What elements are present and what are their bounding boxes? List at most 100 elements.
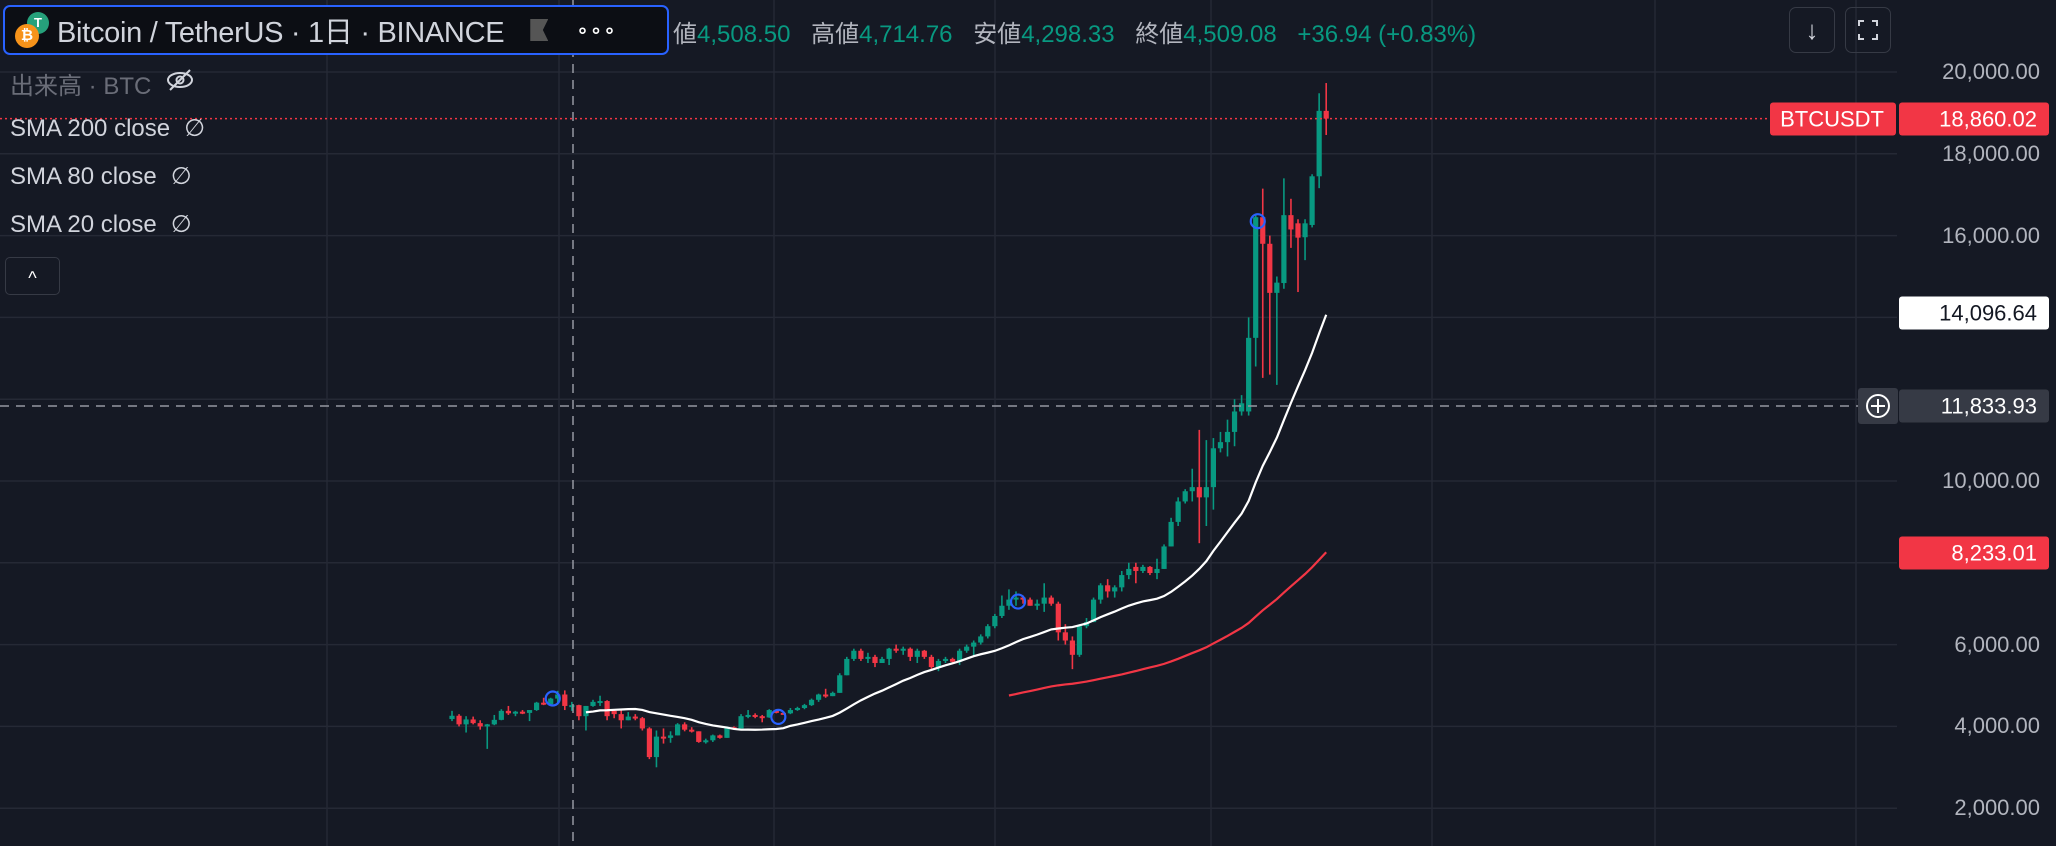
candle-body <box>766 710 772 718</box>
collapse-legend-button[interactable]: ^ <box>5 257 60 295</box>
candle-body <box>562 694 568 706</box>
candle-down <box>639 716 645 731</box>
candle-up <box>914 648 920 664</box>
candle-body <box>1105 585 1111 592</box>
legend-volume[interactable]: 出来高 · BTC <box>10 66 195 101</box>
candle-up <box>964 644 970 653</box>
candle-body <box>1231 411 1238 432</box>
candle-body <box>1267 243 1273 293</box>
candle-body <box>1147 566 1153 574</box>
price-axis-tick: 4,000.00 <box>1954 713 2040 739</box>
candle-down <box>632 714 638 721</box>
candle-body <box>667 735 674 738</box>
candle-body <box>583 705 589 717</box>
candle-body <box>971 642 977 647</box>
candle-up <box>1224 419 1231 457</box>
candle-body <box>1126 568 1132 576</box>
candle-down <box>646 727 652 760</box>
candle-up <box>1253 215 1259 367</box>
candle-down <box>682 722 688 732</box>
candle-up <box>766 709 772 718</box>
candle-down <box>519 710 526 715</box>
candle-up <box>942 656 949 664</box>
candle-up <box>583 705 589 731</box>
scroll-down-button[interactable]: ↓ <box>1789 7 1835 53</box>
candle-body <box>1048 597 1054 604</box>
candle-body <box>463 719 469 725</box>
ellipsis-icon[interactable]: ∘∘∘ <box>576 19 617 42</box>
sma20-price-label: 14,096.64 <box>1899 296 2049 330</box>
sma80-line <box>1008 551 1328 697</box>
change-value: +36.94 (+0.83%) <box>1297 21 1477 48</box>
candle-body <box>639 718 645 729</box>
candle-body <box>1055 603 1061 633</box>
candle-body <box>1253 217 1259 338</box>
candle-down <box>949 657 956 664</box>
legend-sma200[interactable]: SMA 200 close ∅ <box>10 114 205 143</box>
candle-body <box>660 736 667 739</box>
candle-body <box>1224 431 1231 443</box>
open-value: 4,508.50 <box>697 21 791 48</box>
candle-body <box>964 646 970 651</box>
candle-body <box>653 736 660 758</box>
candle-body <box>865 656 871 659</box>
last-price-label: 18,860.02 <box>1899 102 2049 136</box>
candle-body <box>1027 599 1033 606</box>
candle-body <box>837 675 843 693</box>
candle-body <box>1069 640 1075 655</box>
symbol-price-label: BTCUSDT <box>1770 102 1896 136</box>
candle-up <box>1217 431 1224 453</box>
candle-body <box>526 710 533 713</box>
empty-set-icon: ∅ <box>170 211 192 238</box>
add-alert-button[interactable] <box>1858 387 1898 424</box>
fullscreen-button[interactable] <box>1845 7 1891 53</box>
symbol-title: Bitcoin / TetherUS · 1日 · BINANCE <box>57 17 505 49</box>
candle-body <box>752 714 758 717</box>
candle-up <box>935 658 942 672</box>
candle-body <box>569 705 575 708</box>
candle-body <box>710 735 716 741</box>
candle-body <box>1217 442 1224 449</box>
candle-body <box>1196 487 1202 498</box>
candle-up <box>1154 558 1160 580</box>
candle-down <box>921 649 927 659</box>
candle-body <box>787 710 793 714</box>
candle-body <box>858 650 864 659</box>
symbol-title-box[interactable]: T ₿ Bitcoin / TetherUS · 1日 · BINANCE ∘∘∘ <box>3 5 669 55</box>
candle-down <box>1196 429 1202 544</box>
candle-up <box>837 673 843 693</box>
candle-up <box>667 731 674 743</box>
candle-down <box>477 720 483 730</box>
candle-up <box>1006 589 1012 610</box>
candle-up <box>830 691 836 697</box>
candle-down <box>456 714 462 727</box>
candle-up <box>1140 564 1146 574</box>
candle-body <box>992 615 998 627</box>
candle-down <box>1288 198 1294 248</box>
candle-down <box>872 654 878 668</box>
flag-icon[interactable] <box>530 19 549 41</box>
candle-body <box>1189 487 1195 492</box>
candle-up <box>484 723 490 749</box>
legend-sma20[interactable]: SMA 20 close ∅ <box>10 210 192 239</box>
candle-body <box>632 716 638 719</box>
candle-down <box>1267 235 1273 375</box>
candle-down <box>1105 579 1111 598</box>
low-value: 4,298.33 <box>1021 21 1115 48</box>
candle-up <box>1112 585 1118 598</box>
legend-sma80[interactable]: SMA 80 close ∅ <box>10 162 192 191</box>
candle-body <box>1175 501 1181 522</box>
candle-body <box>1034 603 1040 606</box>
eye-off-icon[interactable] <box>165 68 195 99</box>
candle-body <box>978 636 984 643</box>
moving-averages <box>544 213 1328 731</box>
candle-body <box>1323 110 1329 119</box>
candle-body <box>900 648 906 651</box>
candle-body <box>1295 223 1301 238</box>
candle-up <box>1302 219 1308 261</box>
candle-up <box>526 710 533 722</box>
candle-up <box>978 634 984 645</box>
candle-body <box>1090 599 1097 623</box>
bitcoin-tether-logo-icon: T ₿ <box>13 10 53 50</box>
